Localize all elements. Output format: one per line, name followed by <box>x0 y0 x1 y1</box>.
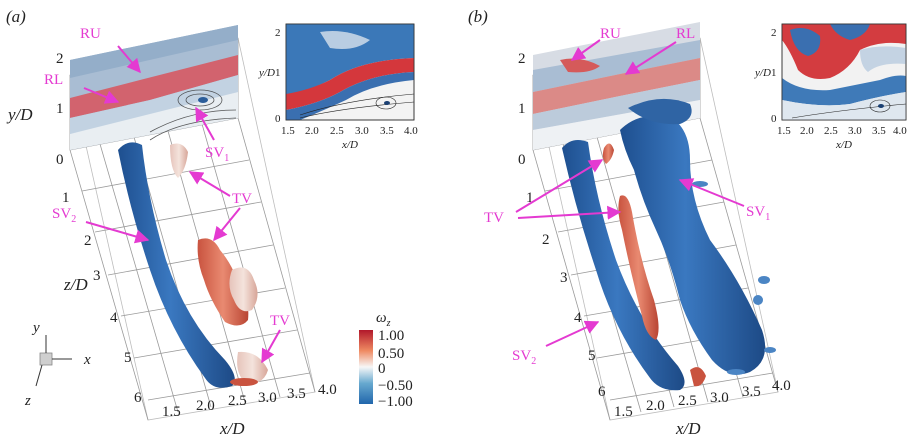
panel-a-x-tick: 2.5 <box>228 393 247 409</box>
panel-b-floor-red <box>690 367 706 387</box>
panel-a-top-slice <box>70 25 238 150</box>
panel-a-sv2-vortex <box>118 142 235 388</box>
panel-a-floor-patch <box>230 378 258 386</box>
triad-x-label: x <box>83 352 91 368</box>
colorbar-tick: −1.00 <box>378 394 413 410</box>
panel-b-sv2-vortex <box>562 140 685 391</box>
colorbar-title: ωz <box>376 310 391 329</box>
colorbar-tick: 0.50 <box>378 346 404 362</box>
panel-b-z-tick: 4 <box>574 310 582 326</box>
panel-a-inset-y-label: y/D <box>258 67 275 79</box>
panel-b-inset-x-tick: 2.0 <box>800 125 814 137</box>
panel-b-x-axis-label: x/D <box>675 419 701 438</box>
panel-b-tv-annotation: TV <box>484 210 504 226</box>
panel-b-sv2-annotation: SV2 <box>512 348 536 367</box>
panel-a-x-tick: 3.0 <box>258 390 277 406</box>
panel-b-x-tick: 3.0 <box>710 390 729 406</box>
panel-a-z-tick: 6 <box>134 390 142 406</box>
colorbar-tick: 0 <box>378 361 386 377</box>
panel-b: (b) 2 1 0 1 2 3 4 5 6 1.5 2.0 2.5 3.0 3.… <box>468 7 907 438</box>
panel-a-sv2-annotation: SV2 <box>52 206 76 225</box>
panel-a-inset-y-tick: 0 <box>275 113 281 125</box>
panel-a-inset-y-tick: 1 <box>275 67 281 79</box>
panel-b-y-tick: 1 <box>518 101 526 117</box>
triad-y-label: y <box>31 320 40 336</box>
panel-a-axis-triad: y x z <box>24 320 91 409</box>
panel-a-sv1-annotation: SV1 <box>205 145 229 164</box>
panel-a-tv-annotation: TV <box>232 191 252 207</box>
triad-z-label: z <box>24 393 31 409</box>
panel-b-inset-y-label: y/D <box>754 67 771 79</box>
colorbar-gradient <box>359 330 373 404</box>
panel-b-inset-x-tick: 1.5 <box>777 125 791 137</box>
colorbar-tick: −0.50 <box>378 378 413 394</box>
colorbar-tick: 1.00 <box>378 328 404 344</box>
panel-a-inset: 2 1 0 y/D 1.5 2.0 2.5 3.0 3.5 4.0 x/D <box>258 23 418 151</box>
panel-b-inset-x-label: x/D <box>835 139 852 151</box>
panel-a-tv-bottom-annotation: TV <box>270 313 290 329</box>
panel-b-sv1-vortex <box>620 115 766 375</box>
panel-a-inset-x-label: x/D <box>341 139 358 151</box>
panel-a-inset-x-tick: 4.0 <box>404 125 418 137</box>
panel-a: (a) y/D 2 1 0 z/D 1 2 3 4 5 6 1.5 2.0 2.… <box>6 7 418 438</box>
panel-b-x-tick: 1.5 <box>614 404 633 420</box>
panel-b-z-tick: 3 <box>560 270 568 286</box>
panel-a-inset-x-tick: 2.5 <box>330 125 344 137</box>
panel-a-inset-x-tick: 2.0 <box>305 125 319 137</box>
panel-a-z-tick: 3 <box>93 268 101 284</box>
panel-b-inset-x-tick: 3.5 <box>872 125 886 137</box>
panel-a-z-tick: 4 <box>110 310 118 326</box>
panel-b-ru-annotation: RU <box>600 26 621 42</box>
panel-a-ru-annotation: RU <box>80 26 101 42</box>
panel-b-inset-x-tick: 2.5 <box>824 125 838 137</box>
panel-a-x-tick: 1.5 <box>162 404 181 420</box>
panel-a-z-tick: 5 <box>124 350 132 366</box>
panel-a-z-axis-label: z/D <box>63 275 88 294</box>
panel-b-x-tick: 2.5 <box>678 393 697 409</box>
panel-b-z-tick: 1 <box>526 190 534 206</box>
panel-b-inset-y-tick: 0 <box>771 113 777 125</box>
panel-a-tv-vortex-bottom <box>237 351 268 384</box>
panel-b-sv1-annotation: SV1 <box>746 204 770 223</box>
panel-b-x-tick: 4.0 <box>772 378 791 394</box>
panel-b-rl-annotation: RL <box>676 26 695 42</box>
panel-a-x-tick: 2.0 <box>196 398 215 414</box>
panel-a-rl-annotation: RL <box>44 72 63 88</box>
panel-b-label: (b) <box>468 7 488 26</box>
panel-a-y-tick: 1 <box>56 101 64 117</box>
panel-a-x-axis-label: x/D <box>219 419 245 438</box>
panel-b-z-tick: 6 <box>598 384 606 400</box>
panel-b-x-tick: 3.5 <box>742 384 761 400</box>
panel-a-x-tick: 3.5 <box>287 386 306 402</box>
panel-a-inset-y-tick: 2 <box>275 27 281 39</box>
panel-b-inset-x-tick: 4.0 <box>893 125 907 137</box>
panel-a-label: (a) <box>6 7 26 26</box>
panel-b-inset-y-tick: 2 <box>771 27 777 39</box>
panel-a-inset-x-tick: 1.5 <box>281 125 295 137</box>
panel-b-z-tick: 5 <box>588 348 596 364</box>
panel-b-sv1-top <box>628 98 692 125</box>
panel-b-tv-vortex-upper <box>602 143 614 164</box>
panel-a-tv-vortex-lower <box>229 267 258 312</box>
panel-a-y-tick: 2 <box>56 51 64 67</box>
panel-b-inset-x-tick: 3.0 <box>848 125 862 137</box>
colorbar: ωz 1.00 0.50 0 −0.50 −1.00 <box>359 310 413 410</box>
panel-a-z-tick: 1 <box>62 190 70 206</box>
panel-b-y-tick: 2 <box>518 51 526 67</box>
panel-b-y-tick: 0 <box>518 152 526 168</box>
panel-b-tv-vortex-lower <box>618 195 659 340</box>
panel-a-x-tick: 4.0 <box>318 382 337 398</box>
panel-a-inset-x-tick: 3.0 <box>355 125 369 137</box>
panel-a-y-tick: 0 <box>56 152 64 168</box>
panel-b-z-tick: 2 <box>542 232 550 248</box>
panel-b-x-tick: 2.0 <box>646 398 665 414</box>
panel-a-tv-vortex-upper <box>170 143 188 178</box>
panel-a-tv-vortex-middle <box>197 238 249 326</box>
panel-a-inset-x-tick: 3.5 <box>380 125 394 137</box>
panel-a-z-tick: 2 <box>84 233 92 249</box>
panel-b-inset: 2 1 0 y/D 1.5 2.0 2.5 3.0 3.5 4.0 x/D <box>754 23 907 151</box>
panel-a-y-axis-label: y/D <box>6 105 33 124</box>
panel-b-inset-y-tick: 1 <box>771 67 777 79</box>
